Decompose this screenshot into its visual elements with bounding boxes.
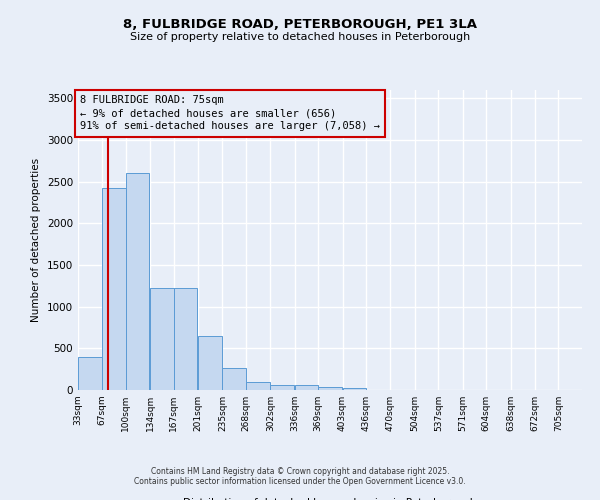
Bar (78, 356, 101, 390)
Text: 8, FULBRIDGE ROAD, PETERBOROUGH, PE1 3LA: 8, FULBRIDGE ROAD, PETERBOROUGH, PE1 3LA (123, 18, 477, 30)
Text: 8 FULBRIDGE ROAD: 75sqm
← 9% of detached houses are smaller (656)
91% of semi-de: 8 FULBRIDGE ROAD: 75sqm ← 9% of detached… (80, 95, 380, 132)
Text: Contains public sector information licensed under the Open Government Licence v3: Contains public sector information licen… (134, 477, 466, 486)
Bar (271, 385, 294, 390)
Y-axis label: Number of detached properties: Number of detached properties (31, 158, 41, 322)
Bar (174, 288, 197, 390)
Text: Contains HM Land Registry data © Crown copyright and database right 2025.: Contains HM Land Registry data © Crown c… (151, 467, 449, 476)
Bar (150, 288, 174, 390)
Bar (223, 368, 246, 390)
Bar (103, 188, 126, 390)
Text: Size of property relative to detached houses in Peterborough: Size of property relative to detached ho… (130, 32, 470, 42)
Bar (295, 386, 318, 390)
Bar (246, 382, 269, 390)
Bar (318, 387, 342, 390)
Bar (343, 388, 366, 390)
Bar (198, 336, 221, 390)
X-axis label: Distribution of detached houses by size in Peterborough: Distribution of detached houses by size … (184, 498, 476, 500)
Bar (126, 174, 149, 390)
